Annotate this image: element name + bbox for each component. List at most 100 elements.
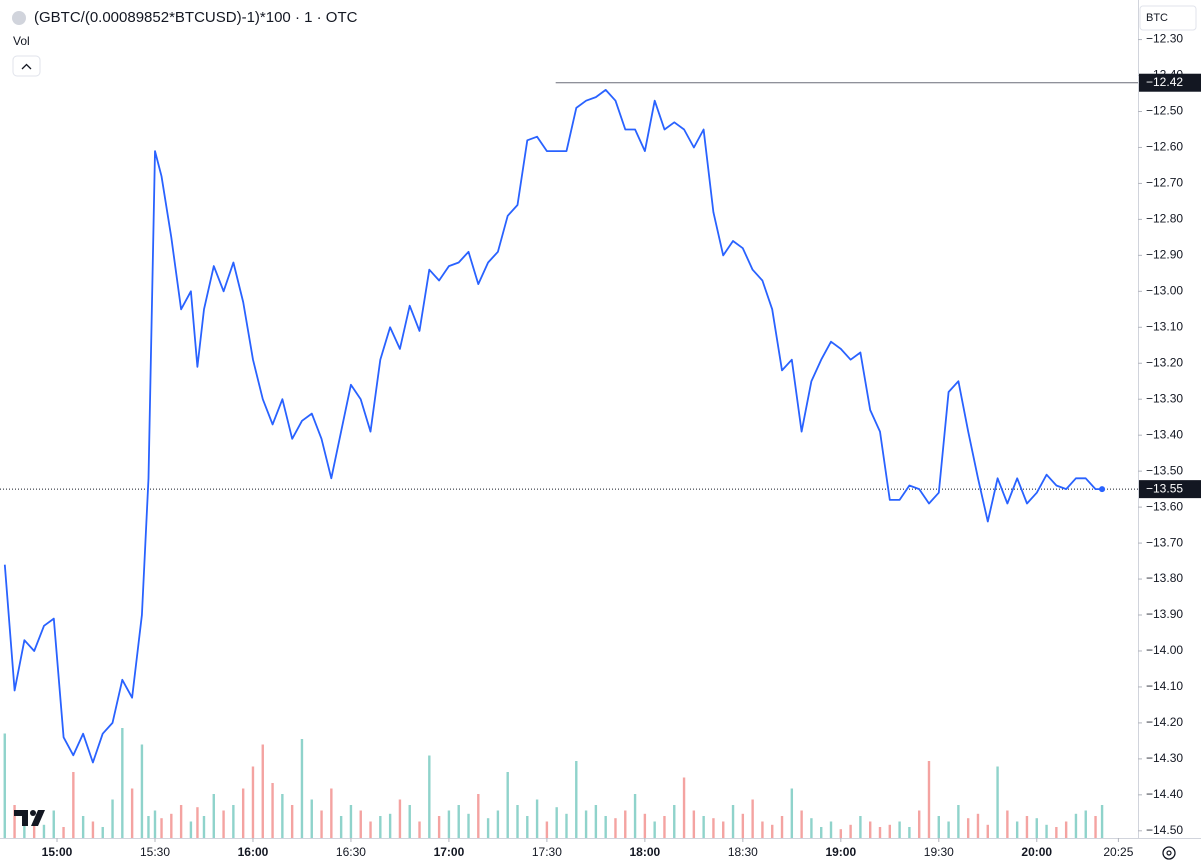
volume-bar	[398, 799, 402, 838]
y-tick-label: −13.30	[1146, 391, 1183, 405]
volume-bar	[555, 807, 558, 838]
volume-bar	[526, 816, 529, 838]
volume-bar	[369, 821, 372, 838]
volume-bar	[624, 810, 627, 838]
volume-bar	[388, 813, 392, 838]
x-tick-label: 18:30	[728, 845, 758, 859]
volume-bar	[339, 816, 343, 838]
volume-bar	[310, 799, 313, 838]
volume-bar	[692, 810, 696, 838]
volume-bar	[81, 816, 85, 838]
volume-bar	[849, 824, 852, 838]
volume-bar	[810, 818, 813, 838]
volume-bar	[908, 827, 911, 838]
volume-bar	[986, 824, 989, 838]
x-tick-label: 18:00	[630, 845, 661, 859]
volume-bar	[1025, 816, 1029, 838]
volume-bar	[349, 805, 353, 838]
x-tick-label: 15:00	[42, 845, 73, 859]
y-tick-label: −14.40	[1146, 787, 1183, 801]
volume-bar	[1045, 824, 1048, 838]
volume-bar	[966, 818, 970, 838]
chart-title: (GBTC/(0.00089852*BTCUSD)-1)*100 · 1 · O…	[34, 9, 358, 26]
volume-layer	[3, 728, 1104, 838]
volume-bar	[565, 813, 568, 838]
volume-bar	[179, 805, 183, 838]
volume-bar	[91, 821, 95, 838]
volume-bar	[731, 805, 735, 838]
volume-bar	[467, 813, 470, 838]
volume-bar	[300, 739, 304, 838]
y-tick-label: −12.80	[1146, 212, 1183, 226]
volume-bar	[1084, 810, 1087, 838]
y-tick-label: −13.90	[1146, 607, 1183, 621]
volume-bar	[506, 772, 509, 838]
volume-bar	[604, 816, 607, 838]
collapse-button[interactable]	[12, 55, 41, 77]
volume-bar	[447, 810, 451, 838]
volume-bar	[1035, 818, 1038, 838]
volume-bar	[62, 827, 65, 838]
volume-bar	[477, 794, 480, 838]
volume-bar	[1015, 821, 1019, 838]
volume-bar	[72, 772, 75, 838]
volume-bar	[212, 794, 215, 838]
volume-bar	[878, 827, 882, 838]
volume-bar	[379, 816, 382, 838]
volume-bar	[32, 821, 36, 838]
currency-label: BTC	[1146, 12, 1168, 24]
volume-bar	[682, 777, 686, 838]
volume-bar	[594, 805, 598, 838]
volume-bar	[516, 805, 519, 838]
volume-bar	[898, 821, 901, 838]
y-tick-label: −14.10	[1146, 679, 1183, 693]
volume-bar	[839, 829, 843, 838]
volume-bar	[486, 818, 490, 838]
volume-bar	[101, 827, 104, 838]
volume-bar	[643, 813, 647, 838]
volume-bar	[996, 766, 999, 838]
volume-bar	[780, 816, 784, 838]
volume-bar	[663, 816, 666, 838]
y-tick-label: −12.30	[1146, 32, 1183, 46]
volume-bar	[917, 810, 921, 838]
volume-bar	[790, 788, 794, 838]
volume-bar	[241, 788, 245, 838]
volume-bar	[575, 761, 578, 838]
volume-bar	[3, 733, 6, 838]
y-tick-label: −13.50	[1146, 463, 1183, 477]
volume-bar	[251, 766, 255, 838]
y-tick-label: −13.80	[1146, 571, 1183, 585]
x-tick-label: 16:00	[238, 845, 269, 859]
volume-bar	[1064, 821, 1068, 838]
y-tick-label: −14.30	[1146, 751, 1183, 765]
volume-bar	[535, 799, 539, 838]
volume-bar	[957, 805, 960, 838]
volume-bar	[261, 744, 264, 838]
volume-bar	[722, 821, 725, 838]
volume-bar	[111, 799, 114, 838]
volume-bar	[584, 810, 588, 838]
volume-bar	[189, 821, 193, 838]
x-tick-label: 19:30	[924, 845, 954, 859]
volume-bar	[545, 821, 549, 838]
high-label-box	[1139, 73, 1201, 92]
volume-bar	[408, 805, 411, 838]
volume-bar	[153, 810, 157, 838]
volume-bar	[222, 810, 225, 838]
volume-bar	[937, 816, 940, 838]
volume-bar	[888, 824, 891, 838]
y-tick-label: −13.70	[1146, 535, 1183, 549]
volume-bar	[927, 761, 931, 838]
volume-bar	[428, 755, 431, 838]
volume-bar	[751, 799, 754, 838]
volume-bar	[330, 788, 333, 838]
price-line	[3, 89, 1103, 764]
volume-bar	[130, 788, 134, 838]
settings-button[interactable]	[1162, 846, 1176, 860]
y-tick-label: −12.70	[1146, 176, 1183, 190]
volume-bar	[869, 821, 872, 838]
